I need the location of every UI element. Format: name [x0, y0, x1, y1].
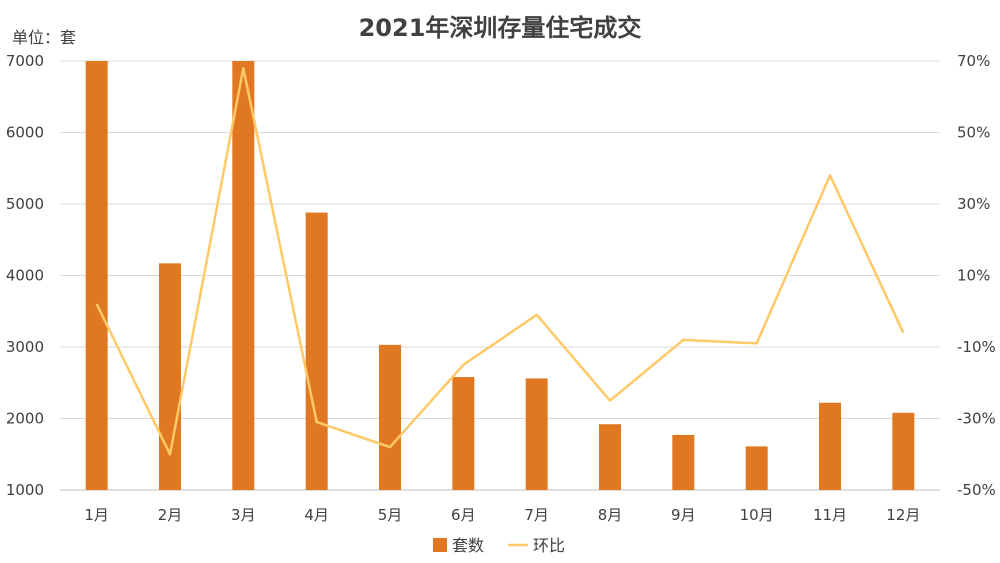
- y-left-tick: 3000: [6, 338, 44, 356]
- bar: [85, 61, 108, 490]
- bar: [379, 344, 401, 490]
- x-tick: 9月: [671, 506, 696, 524]
- legend-label-line: 环比: [533, 536, 565, 555]
- line-series: [95, 66, 905, 456]
- bar: [452, 377, 475, 490]
- x-tick: 5月: [378, 506, 403, 524]
- legend-label-bar: 套数: [452, 536, 484, 555]
- y-right-tick: -30%: [957, 410, 996, 428]
- y-right-tick: -50%: [957, 481, 996, 499]
- x-tick: 4月: [304, 506, 329, 524]
- bar: [819, 402, 841, 490]
- bar: [892, 412, 915, 490]
- y-left-tick: 6000: [6, 124, 44, 142]
- x-tick: 8月: [598, 506, 623, 524]
- bar: [232, 61, 255, 490]
- bar: [745, 446, 768, 490]
- y-right-tick: 30%: [957, 195, 990, 213]
- x-tick: 2月: [158, 506, 183, 524]
- x-tick: 12月: [886, 506, 920, 524]
- legend-swatch-bar: [433, 538, 447, 552]
- x-tick: 7月: [524, 506, 549, 524]
- y-right-tick: 10%: [957, 267, 990, 285]
- bar: [159, 263, 181, 490]
- chart-title: 2021年深圳存量住宅成交: [358, 14, 642, 42]
- x-tick: 3月: [231, 506, 256, 524]
- y-right-tick: 70%: [957, 52, 990, 70]
- y-right-tick: -10%: [957, 338, 996, 356]
- bar: [599, 424, 621, 490]
- x-tick: 11月: [813, 506, 847, 524]
- unit-label: 单位：套: [12, 28, 77, 47]
- bar: [525, 378, 548, 490]
- x-tick: 1月: [84, 506, 109, 524]
- bar: [672, 434, 695, 490]
- y-right-tick: 50%: [957, 124, 990, 142]
- y-left-tick: 4000: [6, 267, 44, 285]
- bar: [305, 212, 328, 490]
- x-tick: 6月: [451, 506, 476, 524]
- y-left-tick: 7000: [6, 52, 44, 70]
- y-left-tick: 2000: [6, 410, 44, 428]
- y-left-tick: 1000: [6, 481, 44, 499]
- y-left-tick: 5000: [6, 195, 44, 213]
- x-tick: 10月: [740, 506, 774, 524]
